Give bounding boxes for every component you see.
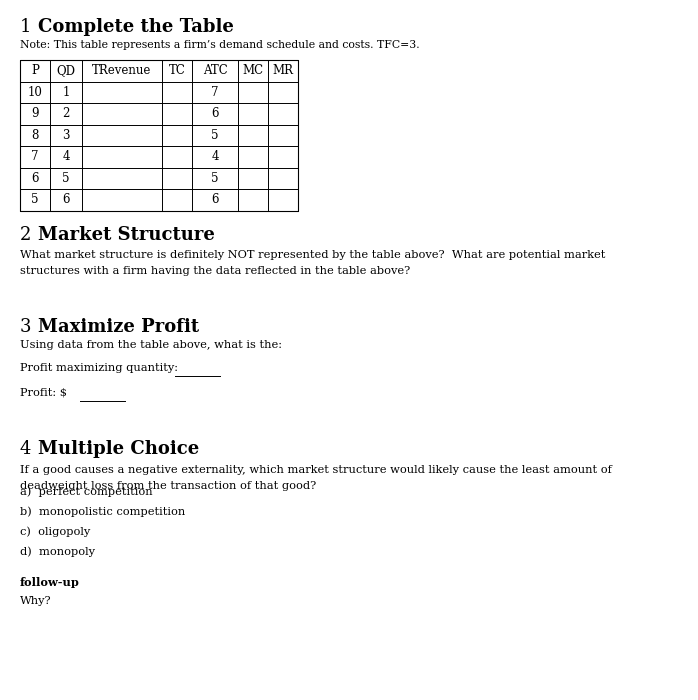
Text: a)  perfect competition: a) perfect competition [20,486,153,497]
Text: MR: MR [272,64,293,77]
Text: Note: This table represents a firm’s demand schedule and costs. TFC=3.: Note: This table represents a firm’s dem… [20,40,419,50]
Text: 4: 4 [62,150,70,163]
Text: 5: 5 [211,129,218,141]
Text: Profit: $: Profit: $ [20,388,67,398]
Text: Market Structure: Market Structure [38,225,215,244]
Text: d)  monopoly: d) monopoly [20,547,95,557]
Text: c)  oligopoly: c) oligopoly [20,526,90,537]
Text: 5: 5 [211,172,218,185]
Text: What market structure is definitely NOT represented by the table above?  What ar: What market structure is definitely NOT … [20,251,605,260]
Text: 3: 3 [62,129,70,141]
Text: Profit maximizing quantity:: Profit maximizing quantity: [20,363,181,372]
Text: 4: 4 [20,440,31,458]
Text: 9: 9 [31,107,39,120]
Text: Maximize Profit: Maximize Profit [38,318,199,337]
Text: Why?: Why? [20,596,52,606]
Text: ATC: ATC [202,64,228,77]
Text: MC: MC [242,64,264,77]
Text: structures with a firm having the data reflected in the table above?: structures with a firm having the data r… [20,267,410,276]
Text: 6: 6 [211,193,218,206]
Text: P: P [31,64,39,77]
Text: If a good causes a negative externality, which market structure would likely cau: If a good causes a negative externality,… [20,465,612,475]
Text: Multiple Choice: Multiple Choice [38,440,199,458]
Text: 4: 4 [211,150,218,163]
Text: 2: 2 [62,107,70,120]
Text: follow-up: follow-up [20,577,80,587]
Text: 5: 5 [31,193,39,206]
Text: TRevenue: TRevenue [92,64,151,77]
Text: QD: QD [57,64,75,77]
Text: Complete the Table: Complete the Table [38,18,234,36]
Text: 7: 7 [211,86,218,99]
Text: deadweight loss from the transaction of that good?: deadweight loss from the transaction of … [20,480,316,491]
Text: 1: 1 [20,18,31,36]
Text: Using data from the table above, what is the:: Using data from the table above, what is… [20,340,282,351]
Text: 10: 10 [27,86,43,99]
Text: TC: TC [168,64,186,77]
Text: 5: 5 [62,172,70,185]
Bar [20,60,298,211]
Text: 7: 7 [31,150,39,163]
Text: 2: 2 [20,225,31,244]
Text: b)  monopolistic competition: b) monopolistic competition [20,507,185,517]
Text: 1: 1 [62,86,70,99]
Text: 6: 6 [211,107,218,120]
Text: 3: 3 [20,318,31,337]
Text: 8: 8 [31,129,38,141]
Text: 6: 6 [31,172,39,185]
Text: 6: 6 [62,193,70,206]
